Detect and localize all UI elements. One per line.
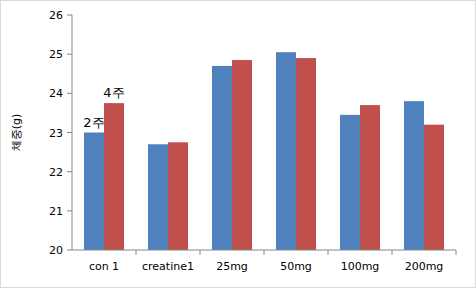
y-tick	[67, 210, 72, 211]
y-tick-label: 23	[49, 127, 63, 140]
y-axis-label: 체중(g)	[10, 114, 23, 152]
series-label: 2주	[83, 115, 104, 130]
bar	[404, 101, 424, 250]
bar	[168, 142, 188, 250]
x-tick	[328, 250, 329, 255]
x-tick-label: 50mg	[280, 260, 312, 273]
x-tick	[136, 250, 137, 255]
x-tick-label: 25mg	[216, 260, 248, 273]
bars	[84, 52, 444, 250]
chart-frame	[1, 1, 476, 288]
bar	[232, 60, 252, 250]
bar	[360, 105, 380, 250]
y-tick	[67, 93, 72, 94]
bar	[276, 52, 296, 250]
x-tick	[200, 250, 201, 255]
x-tick	[456, 250, 457, 255]
x-tick-label: creatine1	[142, 260, 194, 273]
y-tick-label: 25	[49, 48, 63, 61]
bar	[296, 58, 316, 250]
y-tick	[67, 250, 72, 251]
bar	[424, 125, 444, 250]
y-tick-label: 22	[49, 166, 63, 179]
y-tick-label: 21	[49, 205, 63, 218]
x-tick-label: 100mg	[341, 260, 380, 273]
y-tick	[67, 54, 72, 55]
x-tick-label: 200mg	[405, 260, 444, 273]
bar	[148, 144, 168, 250]
y-tick-label: 24	[49, 87, 63, 100]
x-tick-label: con 1	[89, 260, 119, 273]
x-tick	[392, 250, 393, 255]
bar	[340, 115, 360, 250]
x-tick	[264, 250, 265, 255]
bar	[212, 66, 232, 250]
series-label: 4주	[103, 85, 124, 100]
y-tick-label: 20	[49, 244, 63, 257]
y-tick	[67, 15, 72, 16]
bar	[84, 133, 104, 251]
chart: 20 21 22 23 24 25 26 con 1 creatine1 25mg 50mg 100m…	[0, 0, 476, 288]
y-tick-label: 26	[49, 9, 63, 22]
y-tick	[67, 132, 72, 133]
bar	[104, 103, 124, 250]
y-tick	[67, 171, 72, 172]
